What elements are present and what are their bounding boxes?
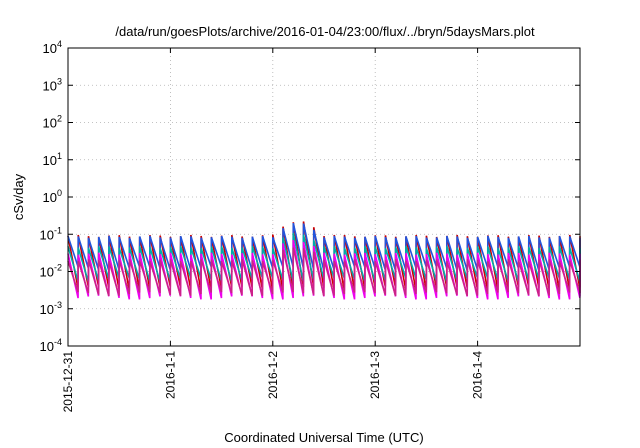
y-tick-label: 10-3	[40, 300, 62, 317]
y-tick-label: 10-4	[40, 337, 62, 354]
series-line-3	[67, 232, 581, 283]
y-tick-label: 104	[43, 39, 62, 56]
y-tick-label: 103	[43, 76, 62, 93]
y-tick-label: 10-2	[40, 263, 62, 280]
x-tick-label: 2016-1-1	[163, 351, 177, 399]
y-tick-label: 100	[43, 188, 62, 205]
y-tick-label: 101	[43, 151, 62, 168]
x-tick-label: 2015-12-31	[61, 351, 75, 413]
x-tick-label: 2016-1-3	[368, 351, 382, 399]
series-layer	[67, 221, 581, 300]
series-line-2	[67, 222, 581, 271]
y-tick-label: 102	[43, 114, 62, 131]
y-tick-label: 10-1	[40, 225, 62, 242]
x-tick-label: 2016-1-4	[471, 351, 485, 399]
x-axis: 2015-12-31 2016-1-1 2016-1-2 2016-1-3 2016-1…	[61, 48, 485, 412]
y-axis-label: cSv/day	[11, 173, 26, 220]
chart-title: /data/run/goesPlots/archive/2016-01-04/2…	[115, 24, 535, 39]
x-tick-label: 2016-1-2	[266, 351, 280, 399]
x-axis-label: Coordinated Universal Time (UTC)	[224, 430, 423, 445]
series-line-5	[67, 247, 581, 297]
grid	[68, 48, 580, 346]
y-axis: 10-4 10-3 10-2 10-1 100 101 102 103 104	[40, 39, 580, 354]
